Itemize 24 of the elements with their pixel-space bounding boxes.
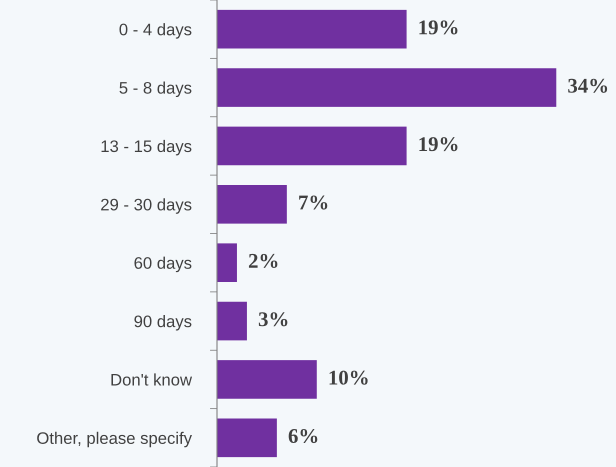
bar [217, 10, 407, 48]
y-tick-label: 90 days [134, 315, 192, 331]
bar [217, 68, 556, 107]
data-label: 6% [288, 428, 318, 444]
y-tick-label: Don't know [111, 373, 192, 386]
data-label: 2% [248, 254, 278, 268]
y-tick-label: 0 - 4 days [119, 23, 192, 39]
y-tick-label: 29 - 30 days [101, 198, 192, 214]
y-tick-label: 13 - 15 days [102, 140, 192, 156]
data-label: 10% [330, 370, 368, 385]
bar [217, 126, 407, 166]
data-label: 19% [419, 137, 458, 152]
bar [217, 360, 317, 399]
data-label: 3% [258, 312, 288, 326]
y-tick-label: 60 days [134, 256, 192, 272]
y-tick-label: 5 - 8 days [119, 82, 192, 98]
bar [217, 418, 277, 458]
data-label: 34% [568, 78, 608, 93]
data-label: 7% [299, 195, 328, 210]
y-tick-label: Other, please specify [37, 432, 192, 448]
bar [217, 243, 237, 282]
data-label: 19% [419, 20, 458, 34]
bar [217, 185, 287, 224]
bar [217, 302, 247, 340]
